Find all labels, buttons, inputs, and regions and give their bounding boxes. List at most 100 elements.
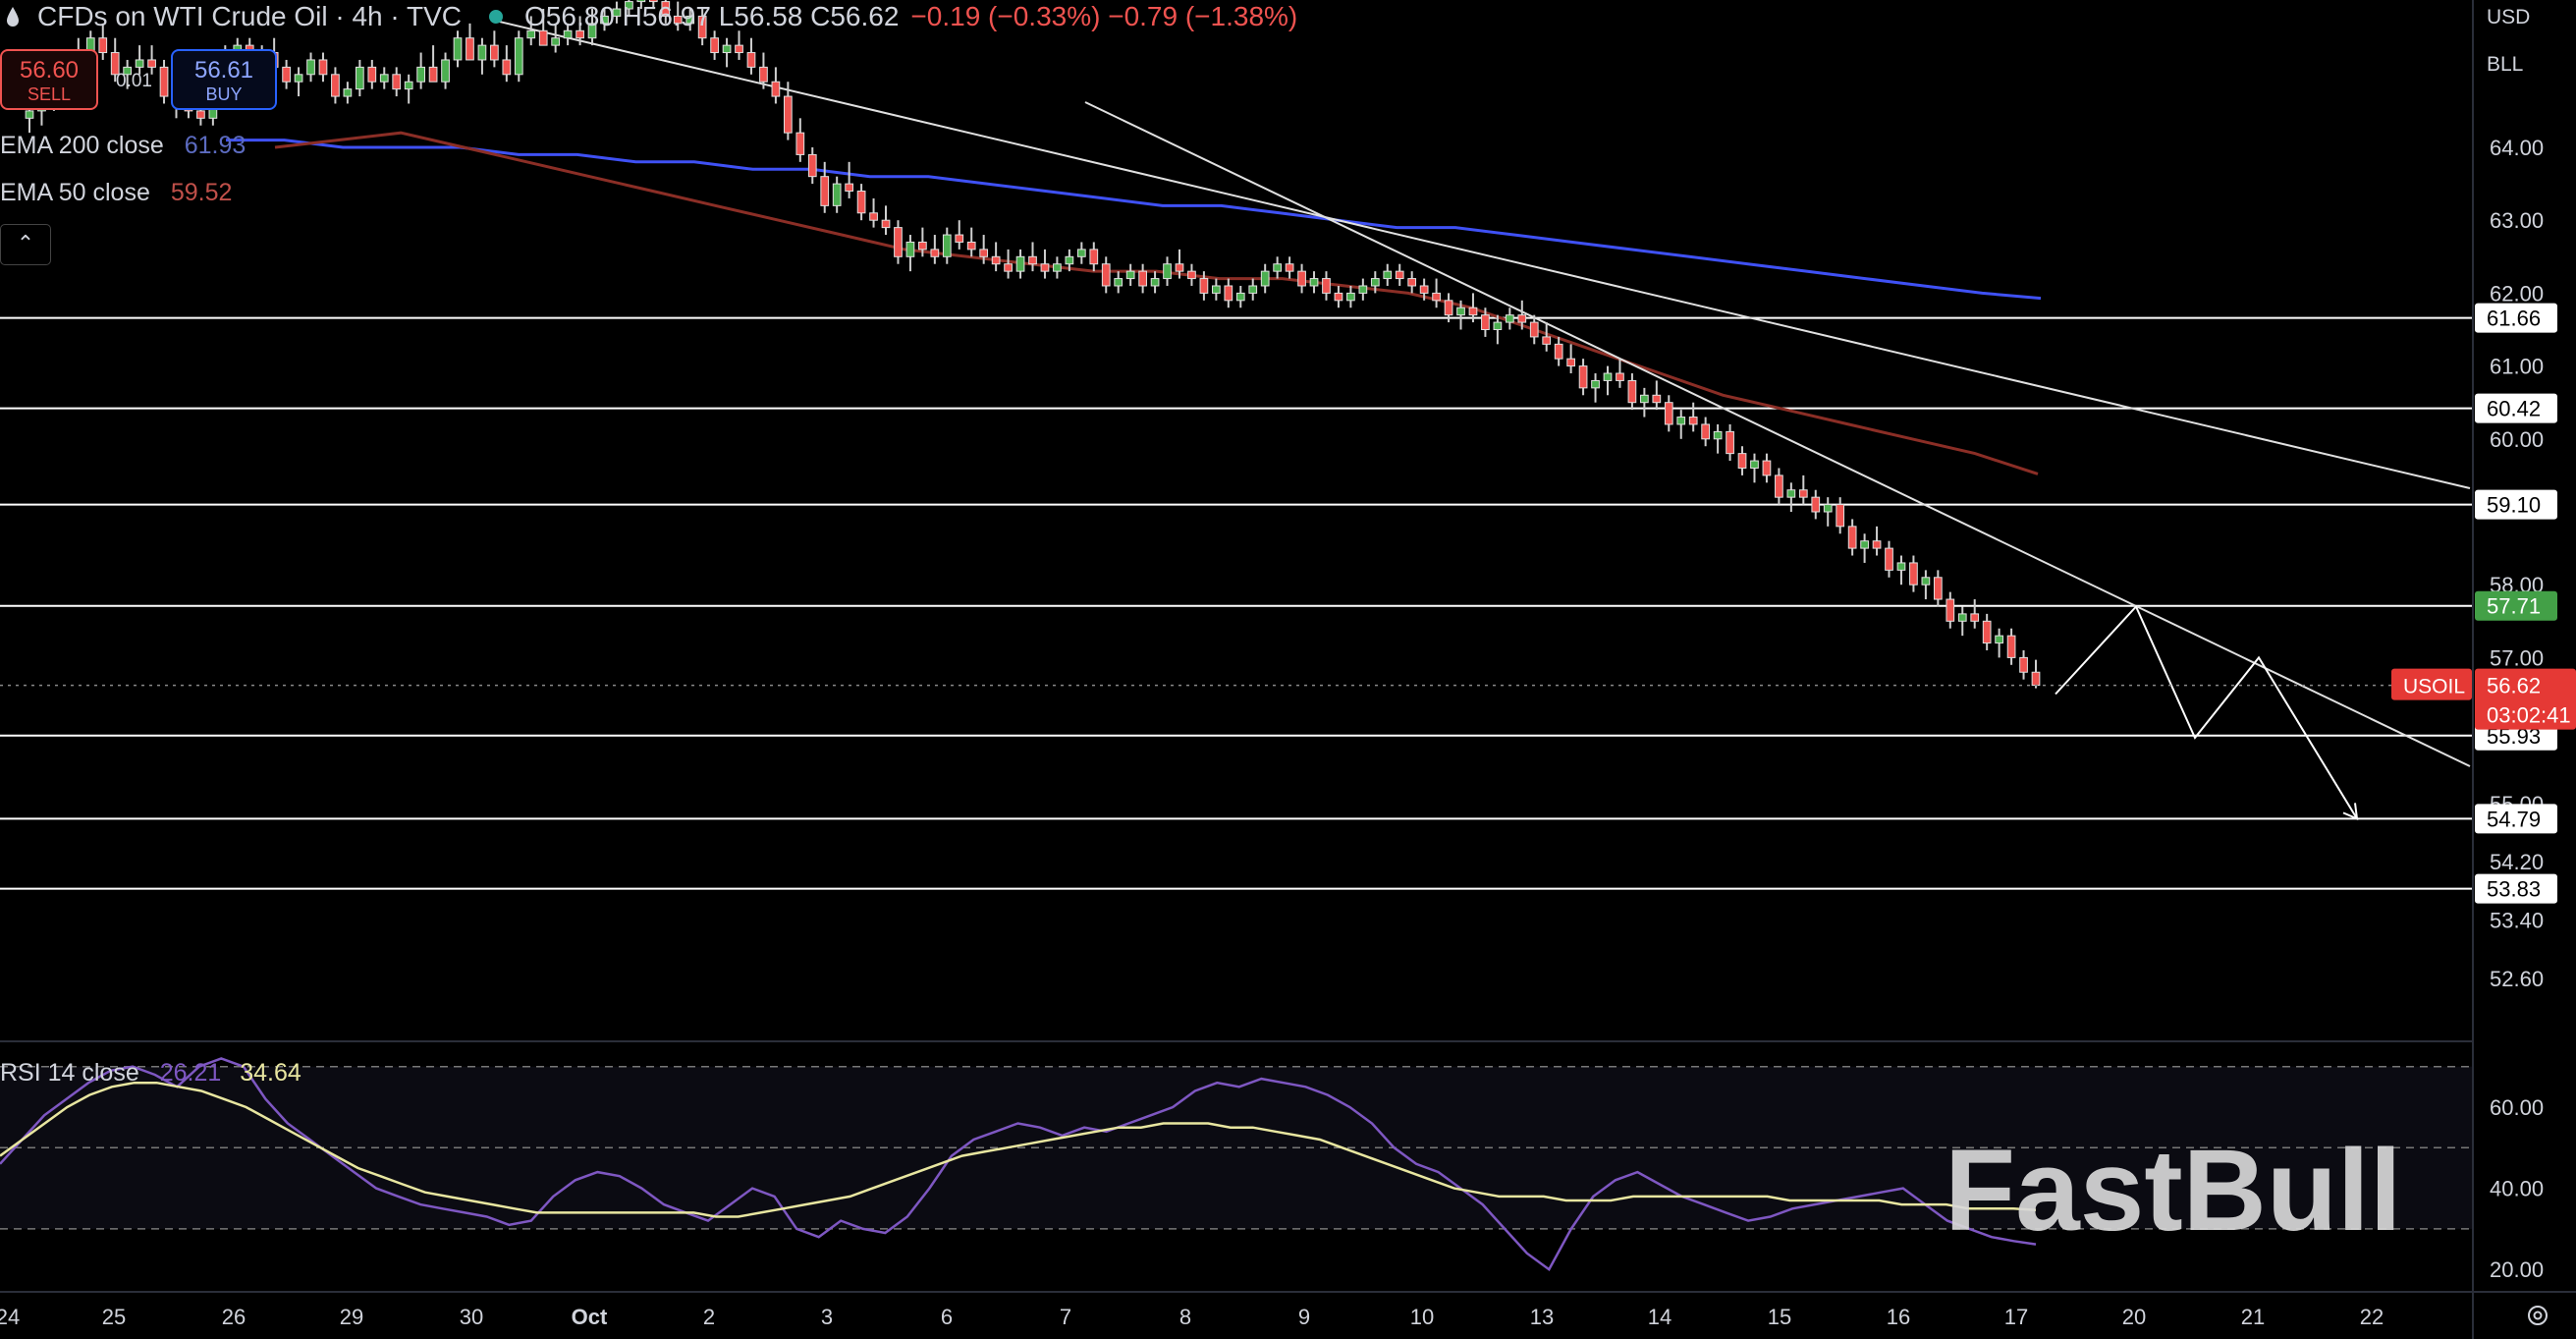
buy-button[interactable]: 56.61 BUY bbox=[171, 49, 277, 110]
candle[interactable] bbox=[1199, 278, 1209, 294]
candle[interactable] bbox=[600, 15, 609, 25]
candle[interactable] bbox=[1566, 358, 1575, 367]
candle[interactable] bbox=[1946, 598, 1955, 622]
candle[interactable] bbox=[807, 153, 817, 178]
candle[interactable] bbox=[1872, 540, 1882, 549]
sell-button[interactable]: 56.60 SELL bbox=[0, 49, 98, 110]
candle[interactable] bbox=[1982, 620, 1992, 644]
candle[interactable] bbox=[1933, 577, 1943, 600]
candle[interactable] bbox=[575, 29, 584, 39]
candle[interactable] bbox=[453, 37, 463, 61]
candle[interactable] bbox=[1664, 402, 1673, 425]
candle[interactable] bbox=[685, 15, 695, 25]
candle[interactable] bbox=[1957, 613, 1967, 622]
currency-code[interactable]: USD bbox=[2487, 6, 2531, 28]
candle[interactable] bbox=[98, 37, 108, 54]
candle[interactable] bbox=[673, 15, 683, 25]
candle[interactable] bbox=[1309, 278, 1319, 287]
candle[interactable] bbox=[367, 66, 377, 83]
trendline[interactable] bbox=[490, 19, 2471, 489]
candle[interactable] bbox=[1285, 263, 1294, 272]
candle[interactable] bbox=[1468, 307, 1478, 316]
candle[interactable] bbox=[1370, 278, 1380, 287]
candle[interactable] bbox=[1297, 270, 1306, 287]
candle[interactable] bbox=[1004, 263, 1013, 272]
currency-unit[interactable]: BLL bbox=[2487, 53, 2524, 76]
candle[interactable] bbox=[648, 0, 658, 3]
candle[interactable] bbox=[135, 59, 144, 68]
candle[interactable] bbox=[1542, 336, 1552, 345]
candle[interactable] bbox=[1847, 526, 1857, 549]
candle[interactable] bbox=[1248, 285, 1258, 294]
candle[interactable] bbox=[771, 81, 781, 97]
candle[interactable] bbox=[538, 29, 548, 46]
candle[interactable] bbox=[1554, 343, 1563, 360]
candle[interactable] bbox=[1444, 300, 1453, 316]
candle[interactable] bbox=[2006, 635, 2016, 658]
candle[interactable] bbox=[1726, 430, 1734, 455]
candle[interactable] bbox=[2031, 671, 2041, 687]
candle[interactable] bbox=[1578, 365, 1588, 389]
candle[interactable] bbox=[905, 241, 915, 257]
candle[interactable] bbox=[147, 59, 156, 68]
candle[interactable] bbox=[343, 88, 353, 97]
candle[interactable] bbox=[1138, 270, 1147, 287]
candle[interactable] bbox=[563, 29, 573, 39]
candle[interactable] bbox=[1334, 292, 1343, 302]
candle[interactable] bbox=[196, 110, 205, 119]
candle[interactable] bbox=[1737, 453, 1747, 469]
candle[interactable] bbox=[1762, 460, 1772, 476]
candle[interactable] bbox=[1505, 314, 1514, 323]
candle[interactable] bbox=[2019, 656, 2028, 673]
candle[interactable] bbox=[869, 212, 878, 221]
candle[interactable] bbox=[966, 241, 976, 251]
ema50-legend[interactable]: EMA 50 close 59.52 bbox=[0, 179, 232, 207]
candle[interactable] bbox=[1175, 263, 1184, 272]
candle[interactable] bbox=[894, 227, 903, 257]
candle[interactable] bbox=[1456, 307, 1465, 316]
candle[interactable] bbox=[881, 219, 891, 229]
candle[interactable] bbox=[1493, 321, 1503, 330]
candle[interactable] bbox=[1836, 504, 1845, 528]
candle[interactable] bbox=[1481, 314, 1490, 331]
candle[interactable] bbox=[991, 255, 1001, 265]
candle[interactable] bbox=[1688, 417, 1698, 425]
candle[interactable] bbox=[1860, 540, 1869, 549]
candle[interactable] bbox=[820, 176, 830, 206]
candle[interactable] bbox=[1909, 562, 1918, 586]
candle[interactable] bbox=[331, 74, 340, 97]
collapse-legend-button[interactable]: ⌃ bbox=[0, 224, 51, 265]
candle[interactable] bbox=[1076, 249, 1086, 257]
candle[interactable] bbox=[661, 1, 671, 17]
symbol-title[interactable]: CFDs on WTI Crude Oil · 4h · TVC bbox=[37, 1, 463, 31]
candle[interactable] bbox=[722, 44, 732, 54]
candle[interactable] bbox=[625, 1, 633, 10]
candle[interactable] bbox=[735, 44, 743, 54]
candle[interactable] bbox=[1273, 263, 1283, 272]
candle[interactable] bbox=[1322, 278, 1331, 294]
candle[interactable] bbox=[514, 37, 523, 76]
ema200-legend[interactable]: EMA 200 close 61.93 bbox=[0, 132, 246, 160]
candle[interactable] bbox=[502, 59, 512, 76]
candle[interactable] bbox=[1015, 255, 1025, 272]
rsi-legend[interactable]: RSI 14 close 26.21 34.64 bbox=[0, 1059, 301, 1088]
candle[interactable] bbox=[477, 44, 487, 61]
candle[interactable] bbox=[955, 234, 964, 243]
candle[interactable] bbox=[587, 23, 597, 39]
candle[interactable] bbox=[636, 0, 646, 3]
candle[interactable] bbox=[697, 15, 707, 39]
candle[interactable] bbox=[832, 183, 842, 206]
candle[interactable] bbox=[392, 74, 402, 90]
candle[interactable] bbox=[416, 66, 425, 83]
candle[interactable] bbox=[306, 59, 315, 76]
candle[interactable] bbox=[746, 52, 756, 68]
candle[interactable] bbox=[25, 110, 34, 119]
candle[interactable] bbox=[379, 74, 389, 83]
candle[interactable] bbox=[1053, 263, 1062, 272]
candle[interactable] bbox=[1616, 372, 1624, 381]
candle[interactable] bbox=[1750, 460, 1759, 469]
candle[interactable] bbox=[1125, 270, 1135, 280]
candle[interactable] bbox=[612, 8, 622, 17]
candle[interactable] bbox=[404, 81, 413, 90]
